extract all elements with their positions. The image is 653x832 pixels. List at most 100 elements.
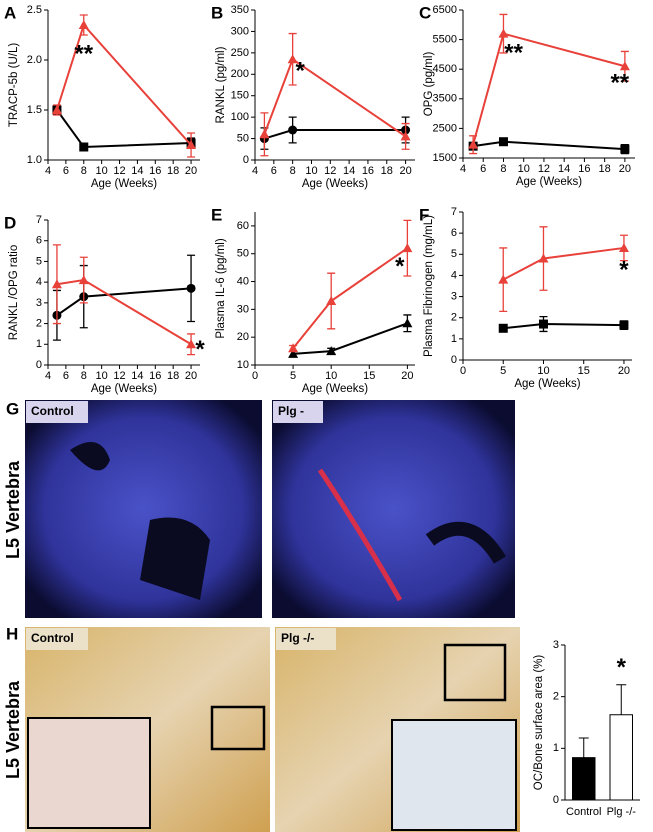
panel-letter: H (6, 624, 18, 643)
y-axis-label: RANKL (pg/ml) (215, 46, 227, 123)
series-line (263, 57, 407, 138)
y-tick-label: 5 (36, 255, 42, 267)
annotation: * (195, 336, 205, 363)
y-tick-label: 4 (451, 269, 457, 281)
x-tick-label: Control (566, 806, 601, 818)
y-axis-label: TRACP-5b (U/L) (8, 43, 20, 128)
x-tick-label: 16 (149, 370, 161, 382)
x-tick-label: 4 (45, 165, 51, 177)
panel-h: Control Plg -/- H L5 Vertebra (3, 624, 520, 832)
x-tick-label: 10 (325, 370, 337, 382)
x-tick-label: 12 (324, 165, 336, 177)
marker (51, 105, 62, 114)
y-tick-label: 200 (231, 68, 249, 80)
y-tick-label: 2.5 (27, 4, 42, 16)
label-bg (26, 401, 88, 423)
marker (51, 279, 62, 289)
x-axis-label: Age (Weeks) (516, 176, 582, 188)
marker (498, 28, 509, 38)
bar (572, 757, 596, 801)
panel-letter: D (4, 213, 16, 232)
y-tick-label: 6500 (433, 4, 457, 16)
y-axis-label: OC/Bone surface area (%) (533, 655, 545, 791)
marker (288, 125, 298, 135)
y-tick-label: 4500 (433, 63, 457, 75)
y-tick-label: 0 (36, 359, 42, 371)
x-tick-label: 4 (460, 163, 466, 175)
y-tick-label: 3 (36, 297, 42, 309)
x-tick-label: 20 (401, 370, 413, 382)
y-tick-label: 1 (553, 742, 559, 754)
y-axis-label: Plasma IL-6 (pg/ml) (215, 238, 227, 339)
y-tick-label: 3 (451, 290, 457, 302)
x-tick-label: 8 (500, 163, 506, 175)
x-axis-label: Age (Weeks) (514, 378, 580, 390)
y-tick-label: 100 (231, 111, 249, 123)
y-tick-label: 250 (231, 47, 249, 59)
x-tick-label: 10 (96, 165, 108, 177)
marker (619, 320, 629, 330)
y-tick-label: 6 (451, 227, 457, 239)
x-tick-label: 5 (500, 365, 506, 377)
x-tick-label: 12 (538, 163, 550, 175)
marker (538, 319, 548, 329)
annotation: ** (610, 69, 629, 96)
y-axis-label: RANKL /OPG ratio (8, 245, 20, 340)
y-tick-label: 1.0 (27, 154, 42, 166)
x-tick-label: 18 (167, 165, 179, 177)
series-line (472, 140, 625, 151)
panel-letter: G (6, 399, 19, 418)
x-tick-label: 6 (63, 165, 69, 177)
y-tick-label: 0 (451, 354, 457, 366)
y-tick-label: 150 (231, 90, 249, 102)
x-tick-label: Plg -/- (607, 806, 637, 818)
y-tick-label: 3 (553, 639, 559, 651)
bar (609, 714, 633, 801)
y-tick-label: 60 (237, 220, 249, 232)
marker (402, 318, 413, 328)
marker (618, 242, 629, 252)
annotation: * (395, 253, 405, 280)
marker (78, 20, 89, 29)
y-tick-label: 2.0 (27, 54, 42, 66)
y-tick-label: 0 (553, 794, 559, 806)
y-tick-label: 1.5 (27, 104, 42, 116)
marker (288, 348, 299, 358)
image-detail (317, 468, 403, 602)
y-axis-label: Plasma Fibrinogen (mg/mL) (423, 215, 435, 357)
x-tick-label: 10 (537, 365, 549, 377)
y-tick-label: 3500 (433, 93, 457, 105)
marker (287, 54, 298, 64)
x-tick-label: 15 (578, 365, 590, 377)
label-bg (276, 628, 336, 650)
x-tick-label: 6 (271, 165, 277, 177)
y-tick-label: 50 (237, 248, 249, 260)
x-tick-label: 16 (149, 165, 161, 177)
series-line (292, 247, 408, 349)
panel-letter: E (211, 205, 222, 224)
x-tick-label: 16 (362, 165, 374, 177)
panel-letter: C (419, 3, 431, 22)
y-tick-label: 2 (553, 691, 559, 703)
x-tick-label: 12 (113, 165, 125, 177)
x-tick-label: 6 (480, 163, 486, 175)
series-line (56, 287, 192, 317)
annotation: * (619, 257, 629, 284)
side-label: L5 Vertebra (3, 460, 23, 559)
marker (498, 274, 509, 284)
marker (326, 346, 337, 356)
image-detail (70, 442, 210, 600)
x-tick-label: 18 (167, 370, 179, 382)
panel-letter: B (211, 3, 223, 22)
marker (538, 253, 549, 263)
marker (288, 343, 299, 353)
x-tick-label: 14 (558, 163, 570, 175)
annotation: ** (504, 40, 523, 67)
y-tick-label: 2500 (433, 122, 457, 134)
x-tick-label: 14 (343, 165, 355, 177)
marker (79, 142, 89, 152)
inset (391, 719, 517, 831)
y-tick-label: 2 (36, 317, 42, 329)
image-label: Control (31, 404, 74, 418)
